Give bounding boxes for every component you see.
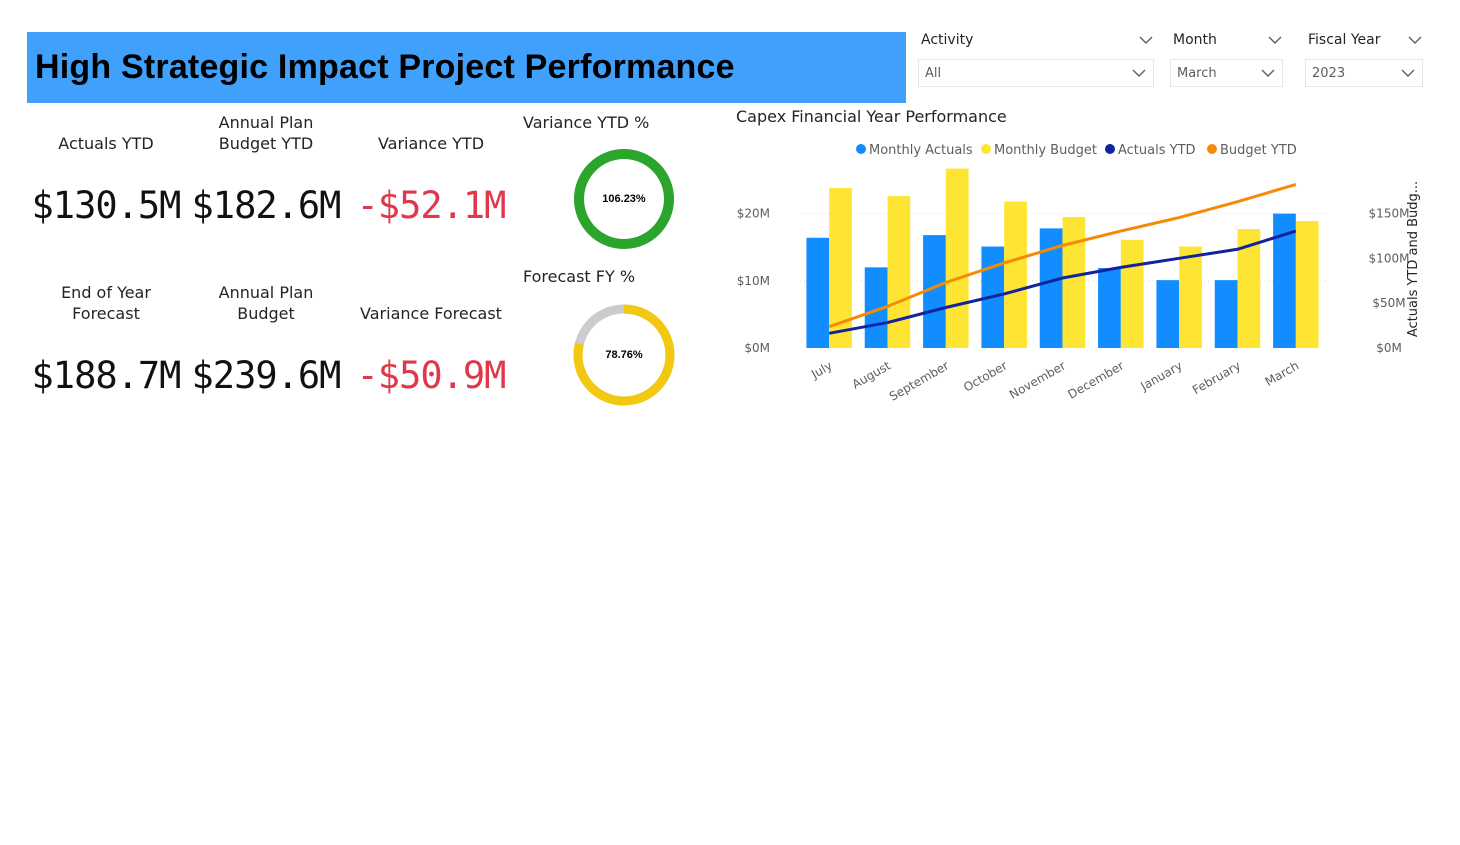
budget-ytd-label-line2: Budget YTD — [218, 134, 314, 153]
legend-label: Actuals YTD — [1118, 143, 1196, 158]
variance-ytd-donut — [574, 149, 674, 249]
fiscal-year-dropdown[interactable]: 2023 — [1305, 59, 1423, 87]
y-axis-label-right: Actuals YTD and Budg... — [1406, 181, 1421, 337]
bar-monthly-actuals — [1214, 280, 1238, 348]
bar-monthly-budget — [1295, 220, 1319, 348]
y-tick-label-right: $150M — [1369, 207, 1410, 221]
chevron-down-icon[interactable] — [1267, 32, 1283, 48]
eoy-forecast-value: $188.7M — [31, 354, 182, 397]
y-tick-label-right: $0M — [1376, 341, 1402, 355]
variance-ytd-label: Variance YTD — [377, 134, 485, 153]
bar-monthly-budget — [829, 188, 852, 348]
annual-budget-label-line2: Budget — [237, 304, 295, 323]
budget-ytd-value: $182.6M — [191, 184, 342, 227]
donut-fill — [573, 304, 675, 406]
bar-monthly-actuals — [1039, 228, 1063, 348]
forecast-fy-pct-value: 78.76% — [605, 349, 643, 361]
y-tick-label-right: $50M — [1372, 296, 1405, 310]
month-slicer[interactable]: Month March — [1170, 28, 1283, 87]
legend-marker — [1105, 144, 1115, 154]
x-tick-label: November — [1007, 358, 1068, 401]
bar-monthly-budget — [945, 168, 969, 348]
x-tick-label: August — [850, 358, 894, 391]
activity-slicer-label: Activity — [921, 32, 974, 48]
variance-forecast-value: -$50.9M — [356, 354, 507, 397]
x-tick-label: October — [961, 358, 1010, 394]
legend-label: Monthly Budget — [994, 143, 1097, 158]
chevron-down-icon[interactable] — [1138, 32, 1154, 48]
forecast-fy-donut — [573, 304, 675, 406]
bar-monthly-actuals — [1156, 280, 1180, 348]
fiscal-year-slicer-label: Fiscal Year — [1308, 32, 1381, 48]
chevron-down-icon[interactable] — [1407, 32, 1423, 48]
page-title: High Strategic Impact Project Performanc… — [35, 48, 735, 86]
x-tick-label: February — [1190, 358, 1243, 397]
month-slicer-label: Month — [1173, 32, 1217, 48]
variance-ytd-value: -$52.1M — [356, 184, 507, 227]
variance-ytd-gauge: 106.23% — [569, 144, 679, 254]
bar-monthly-budget — [1179, 246, 1202, 348]
legend-marker — [1207, 144, 1217, 154]
eoy-forecast-label-line1: End of Year — [61, 283, 151, 302]
y-tick-label-left: $20M — [737, 207, 770, 221]
x-tick-label: January — [1137, 358, 1184, 393]
bar-monthly-actuals — [864, 267, 888, 348]
y-tick-label-left: $0M — [744, 341, 770, 355]
x-tick-label: July — [808, 358, 835, 381]
month-dropdown[interactable]: March — [1170, 59, 1283, 87]
budget-ytd-label-line1: Annual Plan — [218, 113, 314, 132]
chevron-down-icon — [1401, 69, 1415, 77]
forecast-fy-gauge: 78.76% — [569, 300, 679, 410]
eoy-forecast-label-line2: Forecast — [72, 304, 140, 323]
activity-value: All — [925, 65, 942, 81]
fiscal-year-value: 2023 — [1312, 65, 1346, 81]
bar-monthly-budget — [887, 196, 911, 348]
bar-monthly-actuals — [1273, 213, 1296, 348]
bar-monthly-actuals — [806, 237, 830, 348]
title-bar: High Strategic Impact Project Performanc… — [27, 32, 906, 103]
variance-forecast-label: Variance Forecast — [360, 304, 502, 323]
bar-monthly-budget — [1237, 229, 1261, 348]
line-actuals-ytd — [828, 229, 1297, 335]
donut-fill — [574, 149, 674, 249]
variance-ytd-pct-title: Variance YTD % — [523, 113, 650, 132]
legend-label: Budget YTD — [1220, 143, 1297, 158]
budget-ytd-label: Annual Plan Budget YTD — [181, 112, 351, 154]
actuals-ytd-value: $130.5M — [31, 184, 182, 227]
bar-monthly-actuals — [1098, 268, 1121, 348]
eoy-forecast-label: End of Year Forecast — [21, 282, 191, 324]
legend-marker — [981, 144, 991, 154]
bar-monthly-actuals — [923, 235, 946, 348]
bar-monthly-budget — [1062, 216, 1086, 348]
y-tick-label-left: $10M — [737, 274, 770, 288]
activity-dropdown[interactable]: All — [918, 59, 1154, 87]
forecast-fy-pct-title: Forecast FY % — [523, 267, 636, 286]
line-budget-ytd — [828, 182, 1297, 329]
actuals-ytd-label: Actuals YTD — [58, 134, 154, 153]
chart-title: Capex Financial Year Performance — [736, 107, 1007, 126]
annual-budget-label: Annual Plan Budget — [181, 282, 351, 324]
fiscal-year-slicer[interactable]: Fiscal Year 2023 — [1305, 28, 1423, 87]
x-tick-label: December — [1065, 358, 1126, 401]
bar-monthly-budget — [1120, 239, 1144, 348]
bar-monthly-budget — [1004, 201, 1027, 348]
annual-budget-label-line1: Annual Plan — [218, 283, 314, 302]
legend-marker — [856, 144, 866, 154]
legend-label: Monthly Actuals — [869, 143, 973, 158]
y-tick-label-right: $100M — [1369, 251, 1410, 265]
x-tick-label: March — [1263, 358, 1302, 388]
annual-budget-value: $239.6M — [191, 354, 342, 397]
month-value: March — [1177, 65, 1217, 81]
chevron-down-icon — [1261, 69, 1275, 77]
x-tick-label: September — [887, 358, 951, 403]
chevron-down-icon — [1132, 69, 1146, 77]
activity-slicer[interactable]: Activity All — [918, 28, 1154, 87]
variance-ytd-pct-value: 106.23% — [602, 193, 646, 205]
